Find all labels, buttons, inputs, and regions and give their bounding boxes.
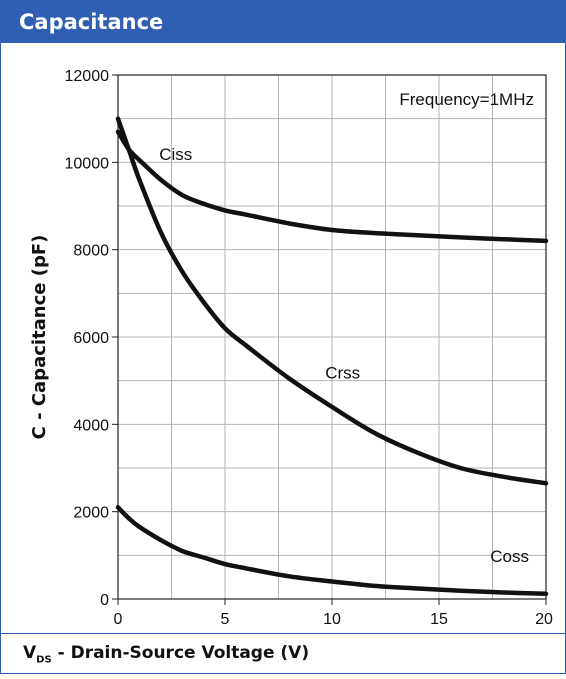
frequency-annotation: Frequency=1MHz <box>399 90 534 109</box>
y-axis-title: C - Capacitance (pF) <box>29 235 50 440</box>
x-tick-label: 20 <box>535 611 553 628</box>
y-tick-label: 8000 <box>73 243 109 260</box>
panel-title: Capacitance <box>1 1 565 43</box>
curve-label-crss: Crss <box>325 363 360 382</box>
x-axis-title-subscript: DS <box>36 654 52 666</box>
series-line-coss <box>115 505 549 597</box>
plot-area: 0 2000 4000 6000 8000 10000 12000 0 5 10 15 20 C - C… <box>1 43 565 633</box>
series-line-crss <box>115 116 549 486</box>
x-tick-label: 5 <box>221 611 230 628</box>
y-tick-label: 12000 <box>65 68 110 85</box>
y-tick-label: 4000 <box>73 417 109 434</box>
curve-label-ciss: Ciss <box>159 145 192 164</box>
y-tick-label: 2000 <box>73 505 109 522</box>
x-tick-label: 0 <box>114 611 123 628</box>
y-tick-label: 0 <box>100 592 109 609</box>
curve-label-coss: Coss <box>490 547 529 566</box>
x-tick-label: 10 <box>323 611 341 628</box>
x-axis-title: VDS - Drain-Source Voltage (V) <box>1 633 565 673</box>
x-axis-title-rest: - Drain-Source Voltage (V) <box>51 643 310 663</box>
x-axis-title-main: V <box>23 643 37 663</box>
x-tick-label: 15 <box>430 611 448 628</box>
capacitance-chart: 0 2000 4000 6000 8000 10000 12000 0 5 10 15 20 C - C… <box>29 68 553 628</box>
y-tick-label: 6000 <box>73 330 109 347</box>
series-line-ciss <box>115 129 549 244</box>
y-tick-label: 10000 <box>65 155 110 172</box>
